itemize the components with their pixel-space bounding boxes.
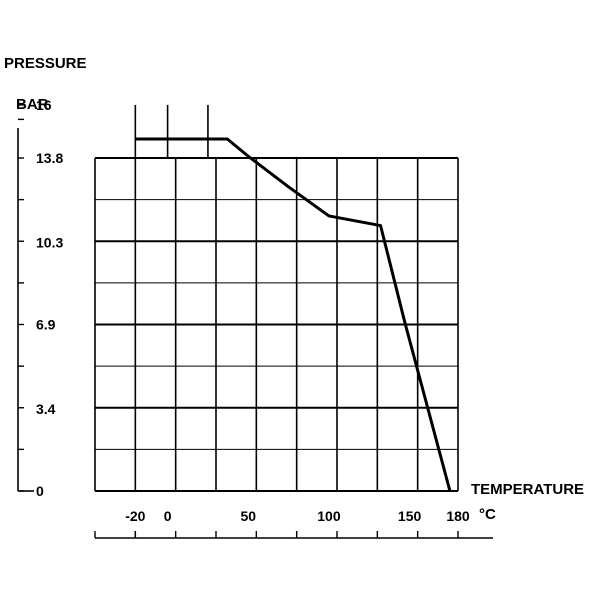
series [135, 137, 452, 492]
x-axis-unit: °C [479, 506, 496, 523]
x-axis-title: TEMPERATURE [471, 481, 584, 498]
series-line [135, 137, 452, 492]
grid [94, 104, 459, 492]
y-axis-unit: BAR [16, 96, 49, 113]
y-tick-label: 16 [36, 97, 52, 113]
y-tick-label: 6.9 [36, 317, 56, 333]
x-tick-label: -20 [125, 508, 145, 524]
x-tick-label: 50 [240, 508, 256, 524]
x-tick-label: 0 [164, 508, 172, 524]
y-axis-title: PRESSURE [4, 55, 87, 72]
x-tick-label: 150 [398, 508, 422, 524]
y-tick-label: 13.8 [36, 150, 63, 166]
y-tick-label: 3.4 [36, 401, 56, 417]
axes: 16 13.8 10.3 6.9 3.4 0 -20 0 50 100 150 180 [17, 97, 493, 539]
x-tick-label: 100 [317, 508, 341, 524]
y-tick-label: 0 [36, 483, 44, 499]
x-tick-label: 180 [446, 508, 470, 524]
y-tick-label: 10.3 [36, 234, 63, 250]
